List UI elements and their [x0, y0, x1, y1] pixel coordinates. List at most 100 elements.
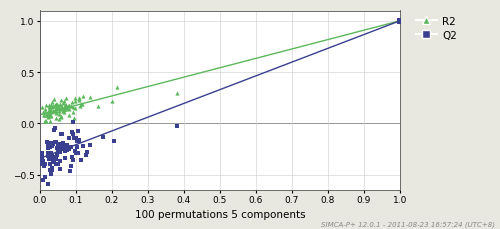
Legend: R2, Q2: R2, Q2	[416, 17, 457, 41]
Point	[54, 146, 62, 150]
Point	[61, 148, 69, 152]
Point	[47, 104, 55, 107]
Point	[46, 109, 54, 112]
Point	[56, 147, 64, 151]
Point	[37, 157, 45, 161]
Point	[51, 104, 59, 108]
Point	[70, 117, 78, 121]
Point	[52, 153, 60, 157]
Point	[173, 125, 181, 129]
Point	[49, 109, 57, 113]
Point	[73, 140, 81, 143]
Point	[46, 114, 54, 118]
Point	[38, 152, 46, 155]
Point	[58, 146, 66, 150]
Point	[56, 151, 64, 155]
Point	[48, 105, 56, 109]
Point	[49, 155, 57, 159]
Point	[54, 110, 62, 114]
Point	[42, 120, 50, 123]
Point	[48, 168, 56, 172]
Point	[41, 120, 49, 123]
Point	[62, 145, 70, 149]
Point	[46, 162, 54, 166]
Point	[62, 106, 70, 109]
Point	[113, 86, 121, 90]
Point	[66, 136, 74, 140]
Point	[86, 95, 94, 99]
Point	[173, 91, 181, 95]
Point	[86, 144, 94, 147]
Point	[48, 143, 56, 146]
Point	[100, 136, 108, 139]
Point	[60, 104, 68, 108]
Point	[62, 96, 70, 100]
Point	[54, 107, 62, 110]
Point	[54, 150, 62, 154]
Point	[44, 115, 52, 119]
Point	[45, 158, 53, 162]
Point	[49, 155, 57, 159]
Point	[56, 113, 64, 116]
Point	[51, 126, 59, 130]
Point	[40, 114, 48, 118]
Point	[40, 178, 48, 182]
Point	[75, 96, 83, 100]
Point	[66, 105, 74, 109]
Point	[65, 107, 73, 111]
Point	[396, 20, 404, 24]
Point	[48, 142, 56, 146]
Point	[94, 105, 102, 109]
Point	[50, 129, 58, 132]
Point	[40, 165, 48, 168]
Point	[62, 146, 70, 150]
Point	[44, 151, 52, 155]
Point	[76, 139, 84, 143]
Point	[43, 113, 51, 117]
Point	[38, 162, 46, 166]
Point	[62, 107, 70, 111]
Point	[52, 103, 60, 106]
Point	[54, 103, 62, 106]
Point	[62, 107, 70, 110]
Point	[46, 109, 54, 112]
Point	[44, 113, 52, 117]
Point	[69, 121, 77, 124]
Point	[38, 105, 46, 109]
Point	[44, 142, 52, 146]
Point	[75, 99, 83, 103]
Point	[65, 147, 73, 151]
Point	[42, 104, 50, 108]
Point	[51, 109, 59, 112]
Point	[44, 144, 52, 147]
Point	[58, 106, 66, 109]
Point	[68, 131, 76, 135]
Point	[58, 143, 66, 147]
Point	[70, 96, 78, 100]
X-axis label: 100 permutations 5 components: 100 permutations 5 components	[134, 209, 306, 219]
Point	[44, 153, 52, 156]
Point	[52, 162, 60, 166]
Point	[396, 20, 404, 24]
Point	[52, 140, 60, 144]
Point	[62, 157, 70, 160]
Point	[60, 109, 68, 113]
Point	[38, 157, 46, 161]
Point	[60, 108, 68, 112]
Point	[44, 113, 52, 117]
Point	[46, 156, 54, 160]
Point	[58, 132, 66, 136]
Point	[48, 106, 56, 109]
Point	[72, 137, 80, 141]
Point	[62, 104, 70, 107]
Point	[46, 120, 54, 123]
Point	[78, 103, 86, 106]
Point	[52, 158, 60, 161]
Point	[43, 140, 51, 144]
Point	[48, 115, 56, 119]
Point	[52, 107, 60, 110]
Point	[44, 146, 52, 150]
Point	[38, 160, 46, 163]
Point	[108, 100, 116, 104]
Point	[55, 107, 63, 111]
